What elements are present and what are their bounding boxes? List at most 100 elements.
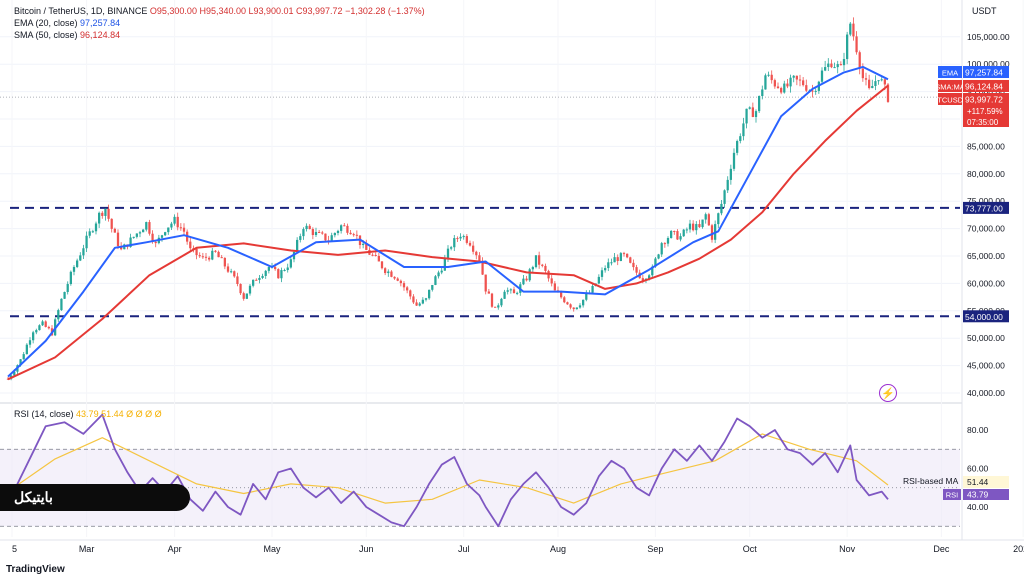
candle-body bbox=[148, 222, 151, 234]
candle-body bbox=[302, 229, 305, 237]
candle-body bbox=[132, 236, 135, 238]
candle-body bbox=[283, 270, 286, 272]
candle-body bbox=[654, 258, 657, 267]
candle-body bbox=[836, 64, 839, 68]
candle-body bbox=[101, 212, 104, 216]
candle-body bbox=[475, 251, 478, 256]
candle-body bbox=[170, 223, 173, 228]
candle-body bbox=[849, 23, 852, 35]
candle-body bbox=[220, 257, 223, 259]
candle-body bbox=[296, 239, 299, 252]
candle-body bbox=[396, 278, 399, 281]
candle-body bbox=[98, 212, 101, 224]
candle-body bbox=[233, 271, 236, 277]
candle-body bbox=[478, 255, 481, 261]
candle-body bbox=[745, 108, 748, 124]
lightning-icon[interactable]: ⚡ bbox=[879, 384, 897, 402]
candle-body bbox=[204, 256, 208, 258]
candle-body bbox=[280, 270, 283, 279]
price-tick-label: 50,000.00 bbox=[967, 333, 1005, 343]
candle-body bbox=[685, 229, 688, 231]
candle-body bbox=[230, 271, 233, 273]
candle-body bbox=[446, 248, 450, 259]
price-tag-extra-box bbox=[963, 105, 1009, 116]
price-tick-label: 100,000.00 bbox=[967, 59, 1010, 69]
candle-body bbox=[412, 296, 415, 303]
candle-body bbox=[820, 70, 824, 82]
candle-body bbox=[748, 107, 751, 109]
price-tick-label: 65,000.00 bbox=[967, 251, 1005, 261]
candle-body bbox=[390, 271, 393, 277]
candle-body bbox=[525, 278, 528, 281]
price-tick-label: 75,000.00 bbox=[967, 196, 1005, 206]
candle-body bbox=[544, 265, 547, 271]
candle-body bbox=[208, 257, 211, 260]
candle-body bbox=[704, 214, 707, 220]
candle-body bbox=[349, 232, 352, 235]
candle-body bbox=[487, 291, 490, 294]
candle-body bbox=[805, 85, 808, 91]
candle-body bbox=[732, 152, 736, 169]
candle-body bbox=[462, 236, 465, 238]
candle-body bbox=[657, 254, 660, 259]
candle-body bbox=[94, 223, 98, 232]
price-tag-value-box bbox=[963, 80, 1009, 92]
candle-body bbox=[864, 78, 868, 80]
ohlc-values: O95,300.00 H95,340.00 L93,900.01 C93,997… bbox=[149, 6, 425, 16]
candle-body bbox=[167, 227, 170, 233]
rsi-tag-name-box bbox=[943, 489, 961, 500]
candle-body bbox=[622, 253, 626, 255]
logo-text: بايتيكل bbox=[14, 489, 53, 505]
rsi-legend[interactable]: RSI (14, close) 43.79 51.44 Ø Ø Ø Ø bbox=[14, 409, 162, 420]
candle-body bbox=[85, 235, 88, 249]
candle-body bbox=[258, 277, 261, 280]
candle-body bbox=[198, 255, 201, 257]
candle-body bbox=[69, 271, 72, 285]
candle-body bbox=[406, 287, 409, 291]
candle-body bbox=[226, 266, 230, 272]
candle-body bbox=[610, 262, 613, 264]
support-level-tag bbox=[963, 310, 1009, 323]
candle-body bbox=[481, 260, 484, 275]
candle-body bbox=[679, 236, 682, 240]
candle-body bbox=[868, 79, 871, 89]
rsi-legend-label: RSI (14, close) bbox=[14, 409, 74, 419]
sma-legend-label: SMA (50, close) bbox=[14, 30, 78, 40]
ema-legend[interactable]: EMA (20, close) 97,257.84 bbox=[14, 18, 120, 29]
price-tag-value: 96,124.84 bbox=[965, 82, 1003, 92]
candle-body bbox=[827, 63, 830, 68]
candle-body bbox=[651, 266, 654, 276]
candle-body bbox=[336, 230, 340, 234]
price-tick-label: 40,000.00 bbox=[967, 388, 1005, 398]
candle-body bbox=[365, 243, 368, 250]
candle-body bbox=[418, 303, 421, 306]
candle-body bbox=[842, 59, 846, 66]
candle-body bbox=[214, 250, 217, 252]
candle-body bbox=[267, 267, 270, 271]
candle-body bbox=[582, 299, 585, 306]
price-tag-extra: +117.59% bbox=[967, 107, 1003, 116]
candle-body bbox=[113, 228, 116, 233]
candle-body bbox=[305, 225, 308, 230]
candle-body bbox=[569, 304, 572, 308]
candle-body bbox=[560, 292, 563, 298]
candle-body bbox=[465, 236, 468, 243]
candle-body bbox=[252, 279, 255, 286]
candle-body bbox=[736, 141, 739, 153]
sma-legend-value: 96,124.84 bbox=[80, 30, 121, 40]
time-tick-label: Nov bbox=[839, 544, 856, 554]
candle-body bbox=[707, 214, 710, 226]
sma-legend[interactable]: SMA (50, close) 96,124.84 bbox=[14, 30, 120, 41]
candle-body bbox=[164, 232, 167, 236]
candle-body bbox=[261, 275, 264, 278]
candle-body bbox=[179, 227, 182, 229]
candle-body bbox=[490, 293, 494, 307]
candle-body bbox=[154, 241, 157, 244]
candle-body bbox=[789, 77, 792, 87]
candle-body bbox=[330, 235, 333, 241]
rsi-tick-label: 60.00 bbox=[967, 464, 989, 474]
candle-body bbox=[437, 272, 440, 277]
candle-body bbox=[635, 267, 638, 273]
candle-body bbox=[82, 248, 85, 256]
candle-body bbox=[450, 247, 453, 249]
